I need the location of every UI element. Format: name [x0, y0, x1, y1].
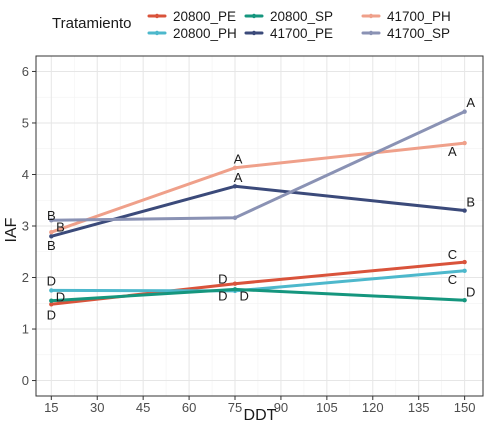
- x-tick-label: 30: [90, 400, 104, 415]
- data-point: [462, 208, 467, 213]
- annotation-label: D: [56, 290, 65, 305]
- data-point: [49, 218, 54, 223]
- data-point: [462, 140, 467, 146]
- x-tick-label: 15: [44, 400, 58, 415]
- x-axis-title: DDT: [244, 407, 277, 424]
- annotation-label: A: [448, 144, 457, 159]
- x-tick-label: 75: [228, 400, 242, 415]
- data-point: [49, 234, 54, 239]
- x-tick-label: 120: [362, 400, 384, 415]
- series-41700_SP: [49, 109, 467, 223]
- legend-label: 41700_PE: [270, 26, 333, 41]
- data-point: [232, 281, 238, 286]
- annotation-label: A: [466, 95, 475, 110]
- legend-item: 20800_PE: [147, 9, 236, 24]
- grid-major: [36, 56, 483, 396]
- data-point: [462, 259, 467, 265]
- annotation-label: B: [47, 208, 56, 223]
- y-axis: 0 1 2 3 4 5 6: [22, 64, 36, 388]
- legend-item: 41700_SP: [361, 26, 450, 41]
- annotation-label: A: [234, 170, 243, 185]
- annotation-label: D: [47, 308, 56, 323]
- legend-title: Tratamiento: [52, 15, 131, 32]
- annotation-label: B: [56, 220, 65, 235]
- legend-label: 41700_SP: [387, 26, 450, 41]
- legend-item: 41700_PE: [244, 26, 333, 41]
- annotation-label: D: [47, 274, 56, 289]
- annotation-label: A: [234, 152, 243, 167]
- y-axis-title: IAF: [3, 217, 20, 242]
- series-layer: [49, 109, 467, 307]
- annotation-label: D: [239, 289, 248, 304]
- y-tick-label: 1: [22, 322, 29, 337]
- legend-label: 20800_SP: [270, 9, 333, 24]
- data-point: [49, 288, 54, 293]
- legend-key-point: [154, 30, 160, 36]
- annotation-label: D: [218, 272, 227, 287]
- legend-item: 20800_SP: [244, 9, 333, 24]
- annotation-label: D: [218, 289, 227, 304]
- y-tick-label: 3: [22, 219, 29, 234]
- series-41700_PH: [49, 140, 467, 235]
- annotation-label: C: [448, 272, 457, 287]
- data-point: [232, 215, 238, 220]
- y-tick-label: 2: [22, 270, 29, 285]
- y-tick-label: 0: [22, 373, 29, 388]
- series-20800_SP: [49, 287, 467, 303]
- y-tick-label: 6: [22, 64, 29, 79]
- annotation-label: B: [47, 238, 56, 253]
- data-point: [462, 297, 467, 303]
- x-tick-label: 135: [408, 400, 430, 415]
- legend: Tratamiento 20800_PE 20800_SP 41700_PH2080…: [52, 9, 451, 41]
- x-tick-label: 105: [316, 400, 338, 415]
- x-axis: 15 30 45 60 75 90 105 120 135 150: [44, 396, 475, 415]
- data-point: [49, 298, 54, 303]
- legend-key-point: [368, 30, 374, 36]
- y-tick-label: 5: [22, 115, 29, 130]
- legend-item: 41700_PH: [361, 9, 451, 24]
- data-point: [232, 184, 238, 189]
- legend-label: 20800_PH: [173, 26, 237, 41]
- x-tick-label: 150: [454, 400, 476, 415]
- data-point: [232, 287, 238, 292]
- data-point: [49, 229, 54, 235]
- annotation-label: B: [466, 194, 475, 209]
- y-tick-label: 4: [22, 167, 29, 182]
- legend-key-point: [251, 30, 257, 36]
- legend-label: 20800_PE: [173, 9, 236, 24]
- legend-items: 20800_PE 20800_SP 41700_PH 20800_PH 41700_PE…: [147, 9, 451, 41]
- legend-key-point: [154, 13, 160, 19]
- legend-item: 20800_PH: [147, 26, 237, 41]
- x-tick-label: 60: [182, 400, 196, 415]
- x-tick-label: 90: [274, 400, 288, 415]
- x-tick-label: 45: [136, 400, 150, 415]
- legend-label: 41700_PH: [387, 9, 451, 24]
- data-point: [462, 109, 467, 114]
- legend-key-point: [368, 13, 374, 19]
- data-point: [462, 268, 467, 274]
- data-point: [49, 302, 54, 307]
- data-point: [232, 165, 238, 170]
- legend-key-point: [251, 13, 257, 19]
- annotation-label: C: [448, 247, 457, 262]
- annotation-label: D: [466, 284, 475, 299]
